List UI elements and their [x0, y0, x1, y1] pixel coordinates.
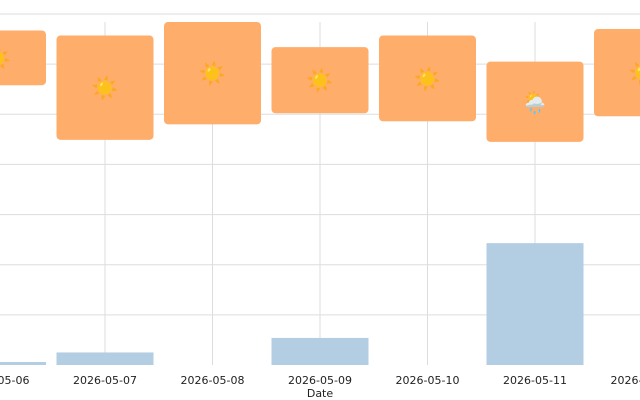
temperature-range-bar: [0, 30, 46, 86]
sun-icon: ☀️: [0, 45, 11, 72]
precipitation-bar: [486, 243, 584, 365]
sun-icon: ☀️: [414, 65, 441, 92]
sun-icon: ☀️: [199, 60, 226, 87]
precipitation-bar: [56, 352, 154, 365]
x-tick-label: 2026-05-10: [396, 374, 460, 387]
x-axis-title: Date: [307, 387, 334, 400]
precipitation-bars: [0, 243, 584, 365]
temperature-range-bar: [379, 35, 476, 122]
precipitation-bar: [0, 361, 46, 365]
rain-cloud-icon: 🌦️: [521, 90, 548, 116]
temperature-range-bar: [56, 35, 154, 140]
x-tick-label: 2026-05-12: [611, 374, 640, 387]
weather-icons: ☀️ ☀️ ☀️ ☀️ ☀️ 🌦️ ☀️: [0, 45, 640, 116]
temperature-range-bar: [164, 22, 261, 125]
x-tick-label: 2026-05-11: [503, 374, 567, 387]
x-tick-label: 2026-05-08: [181, 374, 245, 387]
x-tick-label: 2026-05-07: [73, 374, 137, 387]
temperature-range-bar: [594, 29, 640, 117]
temperature-range-bar: [486, 61, 584, 142]
sun-icon: ☀️: [91, 75, 118, 102]
x-tick-label: 2026-05-09: [288, 374, 352, 387]
sun-icon: ☀️: [629, 60, 640, 87]
temperature-range-bar: [271, 47, 369, 114]
precipitation-bar: [271, 337, 369, 365]
x-tick-label: 2026-05-06: [0, 374, 29, 387]
x-axis-ticks: 2026-05-06 2026-05-07 2026-05-08 2026-05-09…: [0, 374, 640, 387]
temperature-range-bars: [0, 22, 640, 142]
sun-icon: ☀️: [306, 67, 333, 94]
